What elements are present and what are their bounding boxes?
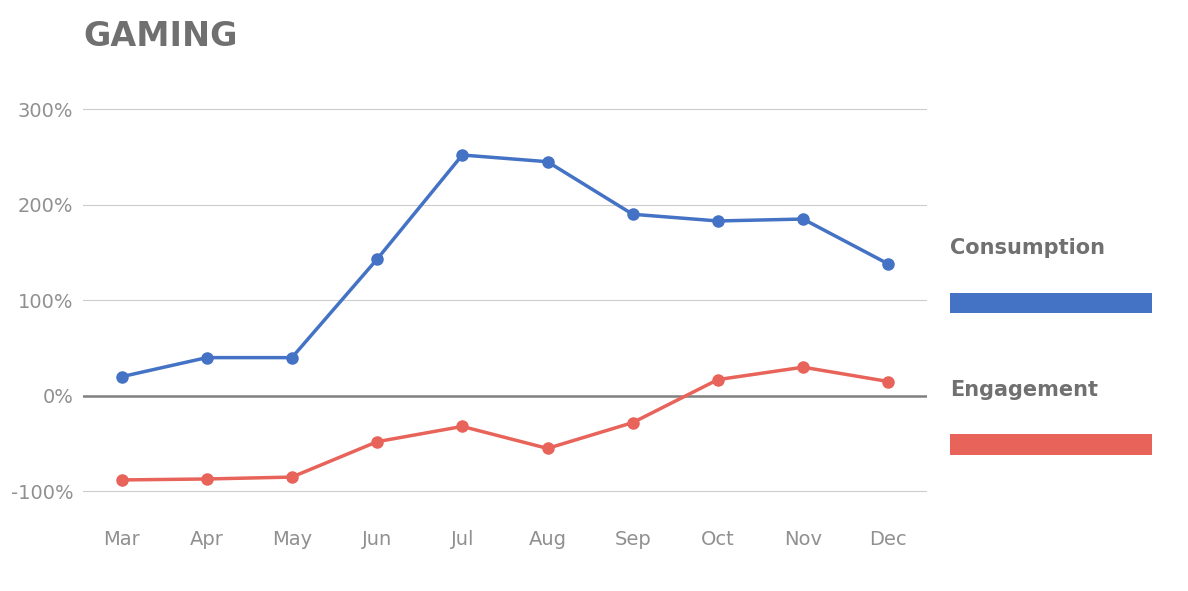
Text: GAMING: GAMING [83,20,238,53]
Text: Consumption: Consumption [950,238,1105,258]
Text: Engagement: Engagement [950,380,1099,400]
